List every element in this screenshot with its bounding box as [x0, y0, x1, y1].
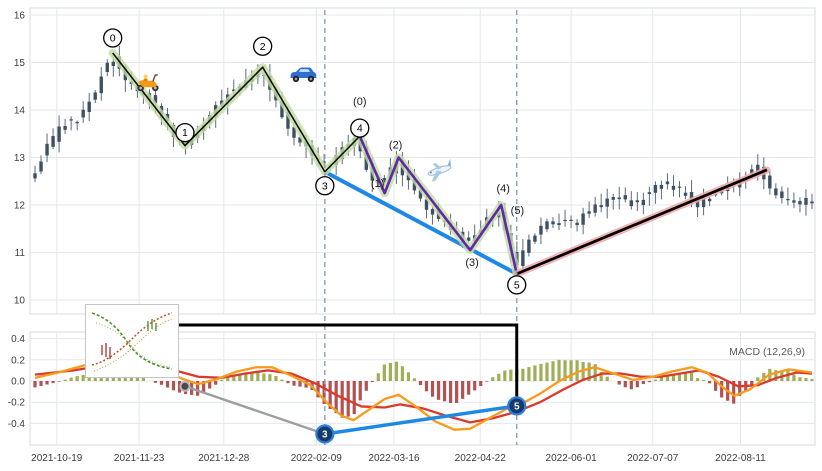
macd-tick-label: 0.4 [11, 334, 25, 345]
gray-dot [179, 380, 191, 392]
macd-marker-3: 3 [315, 424, 335, 444]
price-tick-label: 11 [15, 248, 26, 259]
price-tick-label: 10 [14, 296, 26, 307]
macd-params-label: MACD (12,26,9) [729, 346, 805, 358]
date-tick-label: 2022-06-01 [546, 453, 598, 464]
subwave-label-(0): (0) [353, 96, 366, 108]
svg-text:0: 0 [110, 33, 116, 45]
svg-text:3: 3 [322, 430, 328, 441]
price-panel-border [29, 7, 816, 315]
price-tick-label: 15 [14, 58, 26, 69]
inset-crossover-drawing [91, 312, 173, 372]
subwave-label-(3): (3) [465, 257, 478, 269]
macd-marker-5: 5 [507, 396, 527, 416]
date-tick-label: 2022-04-22 [455, 453, 507, 464]
svg-text:1: 1 [182, 127, 188, 139]
date-tick-label: 2022-02-09 [291, 453, 343, 464]
sub-wave-line [358, 135, 519, 275]
wave-label-1: 1 [175, 122, 195, 143]
date-tick-label: 2022-03-16 [368, 453, 420, 464]
svg-text:5: 5 [514, 279, 520, 291]
recovery-line [516, 168, 768, 276]
wave-label-3: 3 [315, 176, 335, 196]
subwave-label-(4): (4) [496, 183, 509, 195]
wave-label-5: 5 [507, 275, 527, 295]
price-tick-label: 13 [14, 153, 26, 164]
macd-panel-border [29, 331, 816, 446]
inset-crossover-thumbnail [85, 304, 179, 378]
macd-tick-label: -0.4 [8, 419, 26, 430]
subwave-label-(2): (2) [389, 140, 402, 152]
date-tick-label: 2022-08-11 [715, 453, 766, 464]
svg-text:3: 3 [322, 180, 328, 192]
date-tick-label: 2022-07-07 [627, 453, 679, 464]
date-tick-label: 2021-12-28 [198, 453, 250, 464]
macd-trendline [324, 404, 517, 436]
svg-text:4: 4 [357, 123, 363, 135]
svg-text:5: 5 [514, 401, 520, 412]
main-wave-line [112, 52, 361, 173]
subwave-label-(1): (1) [371, 178, 384, 190]
gray-connector [184, 385, 326, 436]
wave-label-4: 4 [350, 118, 370, 138]
trendline-3-to-5 [322, 169, 519, 276]
macd-tick-label: -0.2 [8, 398, 26, 409]
date-tick-label: 2021-11-23 [114, 453, 165, 464]
inset-connector [179, 323, 519, 398]
macd-tick-label: 0.0 [11, 377, 25, 388]
wave-label-2: 2 [253, 36, 273, 56]
wave-label-0: 0 [103, 28, 123, 48]
axis-labels: 161514131211100.40.20.0-0.2-0.42021-10-1… [8, 11, 766, 465]
airplane-icon [420, 153, 459, 190]
car-icon [288, 64, 318, 89]
subwave-label-(5): (5) [511, 205, 524, 217]
scooter-icon [135, 70, 161, 97]
date-tick-label: 2021-10-19 [31, 453, 83, 464]
macd-tick-label: 0.2 [11, 355, 25, 366]
macd-line [34, 355, 813, 431]
price-tick-label: 14 [14, 106, 26, 117]
price-tick-label: 16 [14, 11, 26, 22]
svg-text:2: 2 [260, 41, 266, 53]
price-tick-label: 12 [14, 201, 26, 212]
